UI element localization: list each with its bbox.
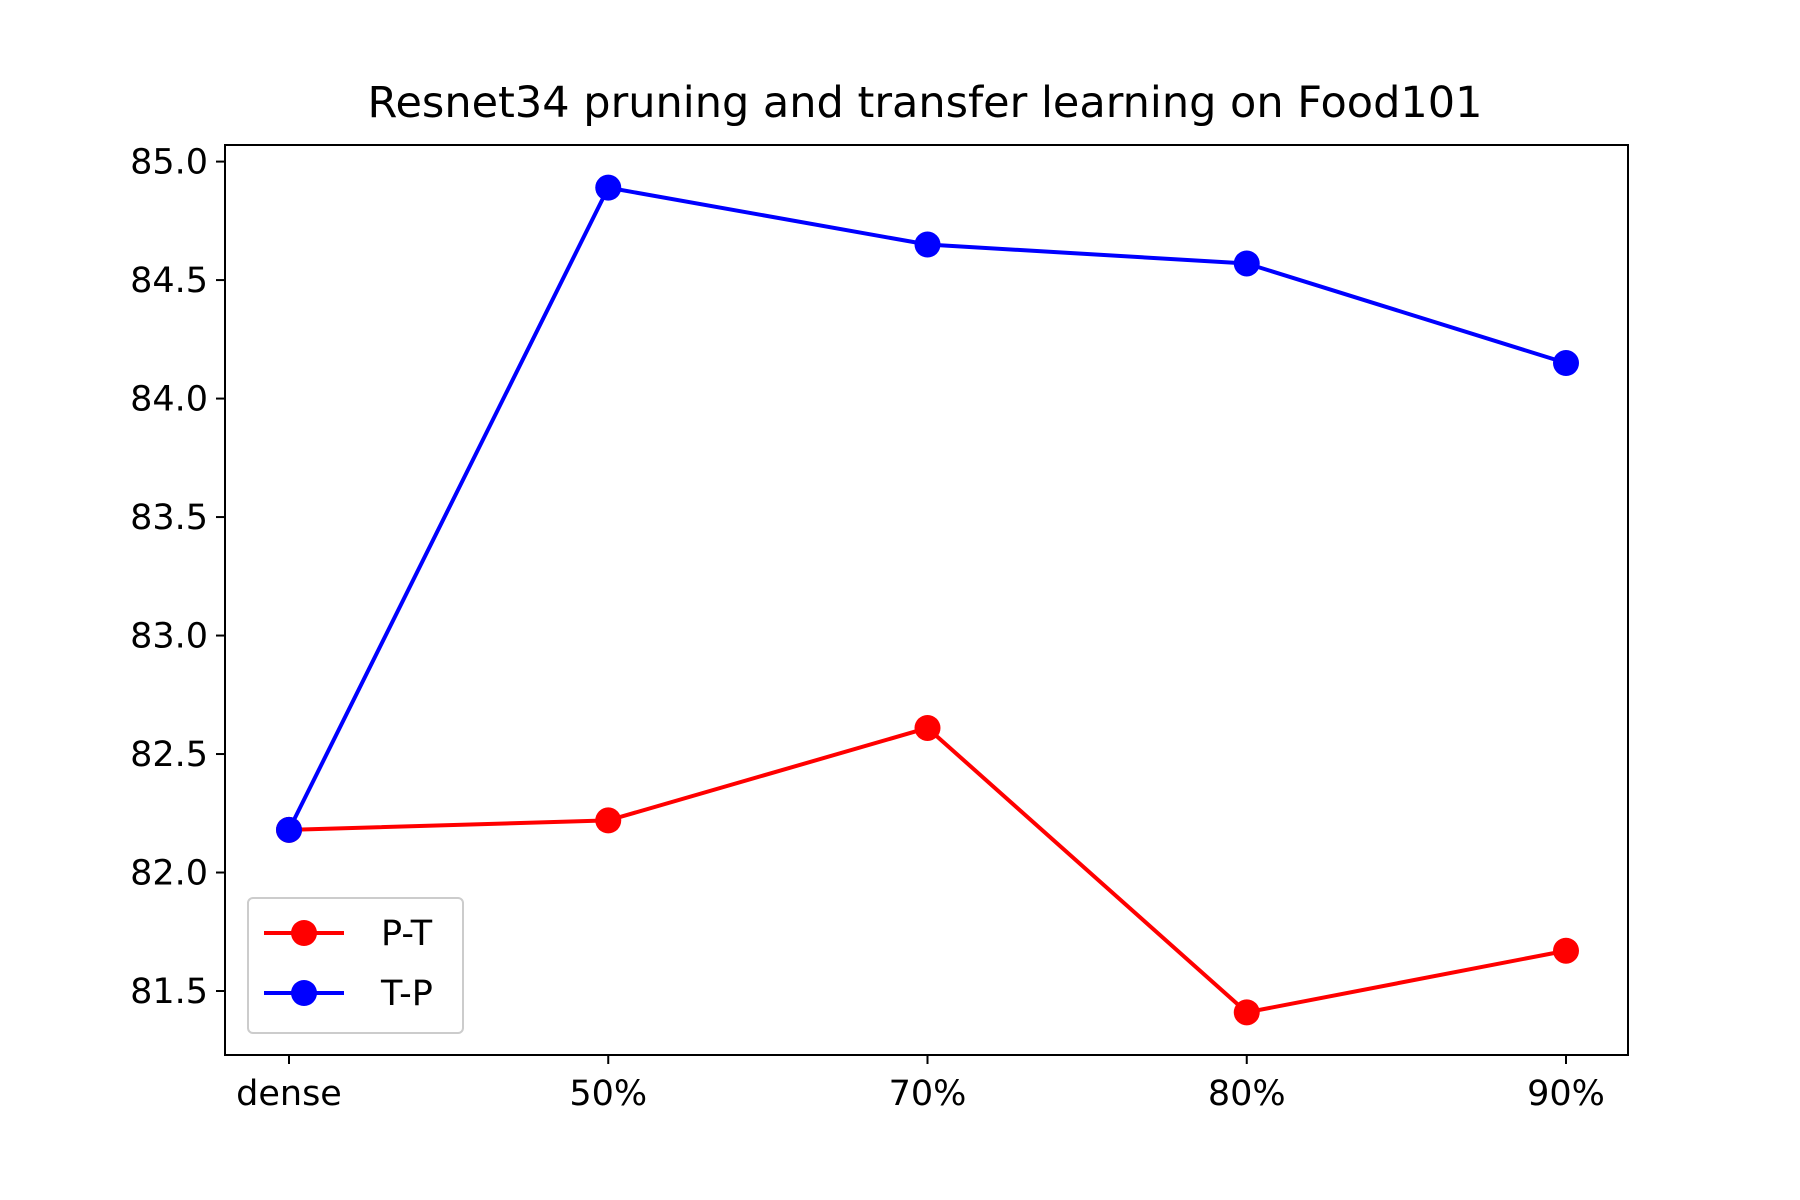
x-tick-label: 80% [1208,1074,1286,1114]
x-tick-label: 70% [889,1074,967,1114]
legend-swatch-marker [291,920,317,946]
data-point-p-t [1233,999,1260,1026]
x-axis: dense 50% 70% 80% 90% [236,1055,1605,1114]
series-layer [276,174,1579,1026]
y-tick-label: 81.5 [130,972,208,1012]
y-tick-label: 83.5 [130,498,208,538]
legend-label: T-P [380,974,433,1014]
data-point-t-p [1553,350,1579,377]
data-point-p-t [595,807,622,834]
x-tick-label: dense [236,1074,342,1114]
x-tick-label: 90% [1527,1074,1605,1114]
y-tick-label: 85.0 [130,143,208,183]
legend-swatch-marker [291,980,317,1006]
y-tick-label: 83.0 [130,617,208,657]
data-point-t-p [276,816,302,843]
y-tick-label: 82.0 [130,854,208,894]
data-point-p-t [1553,937,1579,964]
x-tick-label: 50% [569,1074,647,1114]
data-point-t-p [1233,250,1260,277]
legend: P-T T-P [247,897,464,1034]
legend-item-p-t: P-T [264,914,433,954]
data-point-p-t [914,714,941,741]
legend-label: P-T [381,914,433,954]
y-tick-label: 84.5 [130,261,208,301]
series-t-p [276,174,1579,843]
data-point-t-p [914,231,941,258]
legend-item-t-p: T-P [264,974,433,1014]
y-axis: 81.5 82.0 82.5 83.0 83.5 84.0 84.5 85.0 [130,143,225,1012]
y-tick-label: 84.0 [130,380,208,420]
chart-title: Resnet34 pruning and transfer learning o… [368,78,1483,128]
data-point-t-p [595,174,622,201]
y-tick-label: 82.5 [130,735,208,775]
